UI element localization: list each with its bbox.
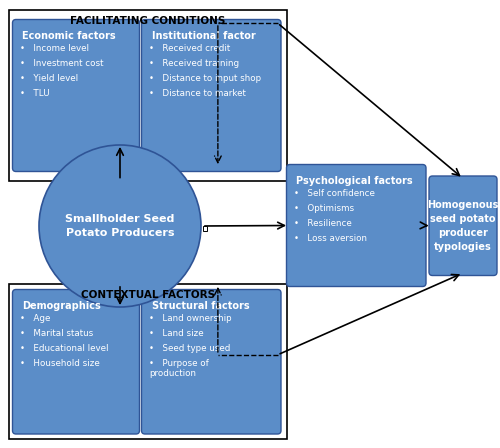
- Text: •   Received training: • Received training: [149, 59, 239, 68]
- FancyBboxPatch shape: [142, 289, 281, 434]
- Text: Economic factors: Economic factors: [22, 30, 116, 40]
- Text: Psychological factors: Psychological factors: [296, 176, 413, 185]
- Text: •   Marital status: • Marital status: [20, 329, 93, 338]
- Text: •   Distance to input shop: • Distance to input shop: [149, 74, 261, 83]
- FancyBboxPatch shape: [142, 20, 281, 172]
- Text: •   Distance to market: • Distance to market: [149, 89, 246, 98]
- Text: •   Household size: • Household size: [20, 359, 100, 368]
- Text: •   Self confidence: • Self confidence: [294, 189, 375, 198]
- Bar: [9, 284, 286, 439]
- Text: Demographics: Demographics: [22, 301, 101, 310]
- Text: •   Optimisms: • Optimisms: [294, 204, 354, 213]
- Text: CONTEXTUAL FACTORS: CONTEXTUAL FACTORS: [80, 290, 215, 300]
- FancyBboxPatch shape: [429, 176, 497, 276]
- Text: •   Resilience: • Resilience: [294, 219, 352, 228]
- Text: •   Land ownership: • Land ownership: [149, 314, 232, 323]
- Text: Institutional factor: Institutional factor: [152, 30, 256, 40]
- Text: •   Investment cost: • Investment cost: [20, 59, 103, 68]
- Text: Homogenous
seed potato
producer
typologies: Homogenous seed potato producer typologi…: [428, 200, 498, 252]
- FancyBboxPatch shape: [286, 164, 426, 287]
- Text: •   Yield level: • Yield level: [20, 74, 78, 83]
- Bar: [202, 226, 207, 231]
- Circle shape: [39, 145, 201, 307]
- Text: •   Seed type used: • Seed type used: [149, 344, 230, 353]
- Text: •   Purpose of
production: • Purpose of production: [149, 359, 209, 379]
- Text: •   Age: • Age: [20, 314, 50, 323]
- FancyBboxPatch shape: [12, 20, 140, 172]
- Bar: [9, 10, 286, 181]
- Text: •   Loss aversion: • Loss aversion: [294, 234, 367, 243]
- Text: Smallholder Seed
Potato Producers: Smallholder Seed Potato Producers: [66, 214, 174, 238]
- Text: •   Received credit: • Received credit: [149, 44, 230, 53]
- Text: •   TLU: • TLU: [20, 89, 50, 98]
- Text: FACILITATING CONDITIONS: FACILITATING CONDITIONS: [70, 17, 226, 26]
- Text: •   Educational level: • Educational level: [20, 344, 108, 353]
- Text: Structural factors: Structural factors: [152, 301, 249, 310]
- FancyBboxPatch shape: [12, 289, 140, 434]
- Text: •   Income level: • Income level: [20, 44, 89, 53]
- Text: •   Land size: • Land size: [149, 329, 204, 338]
